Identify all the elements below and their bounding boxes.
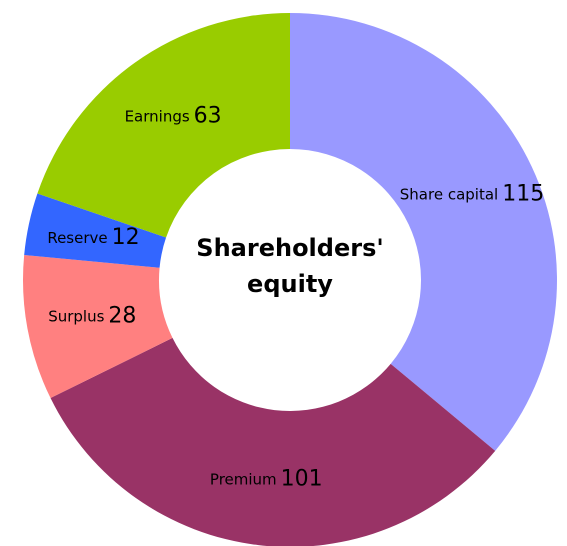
donut-slice xyxy=(50,337,496,546)
donut-slice xyxy=(22,255,173,399)
slice-label: Earnings 63 xyxy=(125,103,222,128)
slice-label: Reserve 12 xyxy=(47,225,139,250)
slice-label-name: Surplus xyxy=(48,307,104,325)
slice-label-value: 115 xyxy=(502,182,544,207)
donut-slice xyxy=(290,13,557,451)
donut-slice xyxy=(24,193,167,268)
slice-label-value: 63 xyxy=(194,103,222,128)
slice-label: Surplus 28 xyxy=(48,303,136,328)
slice-label-value: 101 xyxy=(281,467,323,492)
slice-label-name: Share capital xyxy=(400,185,498,203)
slice-label-name: Reserve xyxy=(47,228,107,246)
slice-label-value: 12 xyxy=(112,225,140,250)
chart-title: Shareholders' equity xyxy=(196,234,384,298)
slice-label-name: Earnings xyxy=(125,107,190,125)
slice-label-value: 28 xyxy=(108,303,136,328)
slice-label: Share capital 115 xyxy=(400,182,544,207)
slice-label-name: Premium xyxy=(210,470,277,488)
donut-slice xyxy=(37,13,290,238)
slice-label: Premium 101 xyxy=(210,467,323,492)
